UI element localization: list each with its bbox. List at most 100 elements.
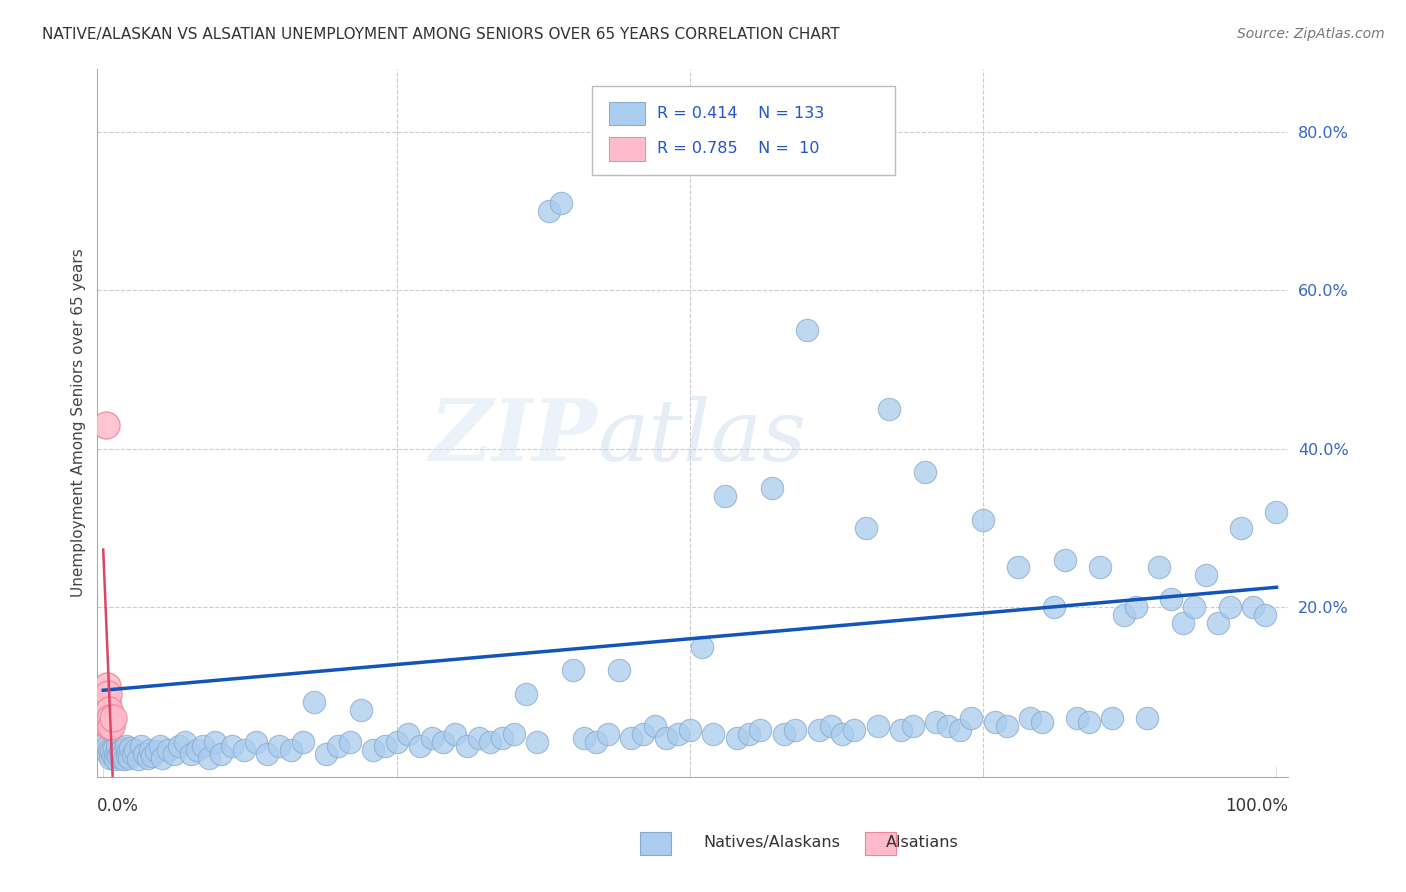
Point [644,719,666,733]
Point [831,727,853,741]
FancyBboxPatch shape [609,102,645,125]
Text: atlas: atlas [598,396,807,478]
Point [456,739,478,753]
Text: Source: ZipAtlas.com: Source: ZipAtlas.com [1237,27,1385,41]
Point [1054,552,1077,566]
Point [409,739,432,753]
Point [796,323,818,337]
Point [690,640,713,654]
Point [98,719,121,733]
Point [502,727,524,741]
Point [105,746,128,760]
Point [117,744,139,758]
Point [100,719,122,733]
Point [162,747,184,761]
Point [855,521,877,535]
Point [361,742,384,756]
Point [526,735,548,749]
Point [112,747,135,761]
Point [725,731,748,745]
Point [995,719,1018,733]
Point [209,747,232,761]
Point [420,731,443,745]
Point [233,742,256,756]
Point [914,466,936,480]
Point [101,711,124,725]
Point [879,402,901,417]
Point [866,719,889,733]
Point [984,714,1007,729]
Point [245,735,267,749]
Point [1007,560,1029,574]
Text: R = 0.414    N = 133: R = 0.414 N = 133 [657,106,824,121]
Point [1195,568,1218,582]
Point [385,735,408,749]
Text: R = 0.785    N =  10: R = 0.785 N = 10 [657,141,820,156]
Point [655,731,678,745]
Point [820,719,842,733]
Point [550,196,572,211]
Point [204,735,226,749]
Point [749,723,772,737]
Point [103,741,125,756]
Point [221,739,243,753]
Point [98,742,121,756]
Point [538,204,561,219]
Point [1171,615,1194,630]
Point [1160,592,1182,607]
Point [467,731,489,745]
Point [304,695,326,709]
Point [98,750,121,764]
Point [785,723,807,737]
Point [936,719,959,733]
Point [807,723,830,737]
Point [1241,600,1264,615]
Point [432,735,454,749]
Text: 0.0%: 0.0% [97,797,139,815]
Point [98,711,121,725]
Point [291,735,314,749]
FancyBboxPatch shape [592,87,896,175]
Point [104,752,127,766]
Point [1230,521,1253,535]
Point [925,714,948,729]
Point [94,735,117,749]
Point [479,735,502,749]
Point [949,723,972,737]
Point [136,750,159,764]
Point [280,742,302,756]
Point [315,747,337,761]
Text: 100.0%: 100.0% [1225,797,1288,815]
Text: Alsatians: Alsatians [886,836,959,850]
Point [1147,560,1170,574]
Point [107,749,129,764]
Point [1031,714,1053,729]
Point [1219,600,1241,615]
Point [101,749,124,764]
Point [737,727,759,741]
Point [115,749,138,764]
Point [96,739,118,753]
Point [129,739,152,753]
Point [118,750,141,764]
Point [1182,600,1205,615]
Point [112,752,135,766]
Point [97,747,120,761]
Point [108,744,131,758]
Point [1254,607,1277,622]
Point [1101,711,1123,725]
Point [444,727,467,741]
Point [1136,711,1159,725]
Point [842,723,865,737]
Point [679,723,702,737]
Point [609,664,631,678]
Point [134,747,156,761]
Point [596,727,619,741]
Point [198,750,221,764]
Point [374,739,396,753]
Text: Natives/Alaskans: Natives/Alaskans [703,836,839,850]
Point [96,695,118,709]
Point [94,417,117,432]
Point [714,489,737,503]
Point [156,742,179,756]
